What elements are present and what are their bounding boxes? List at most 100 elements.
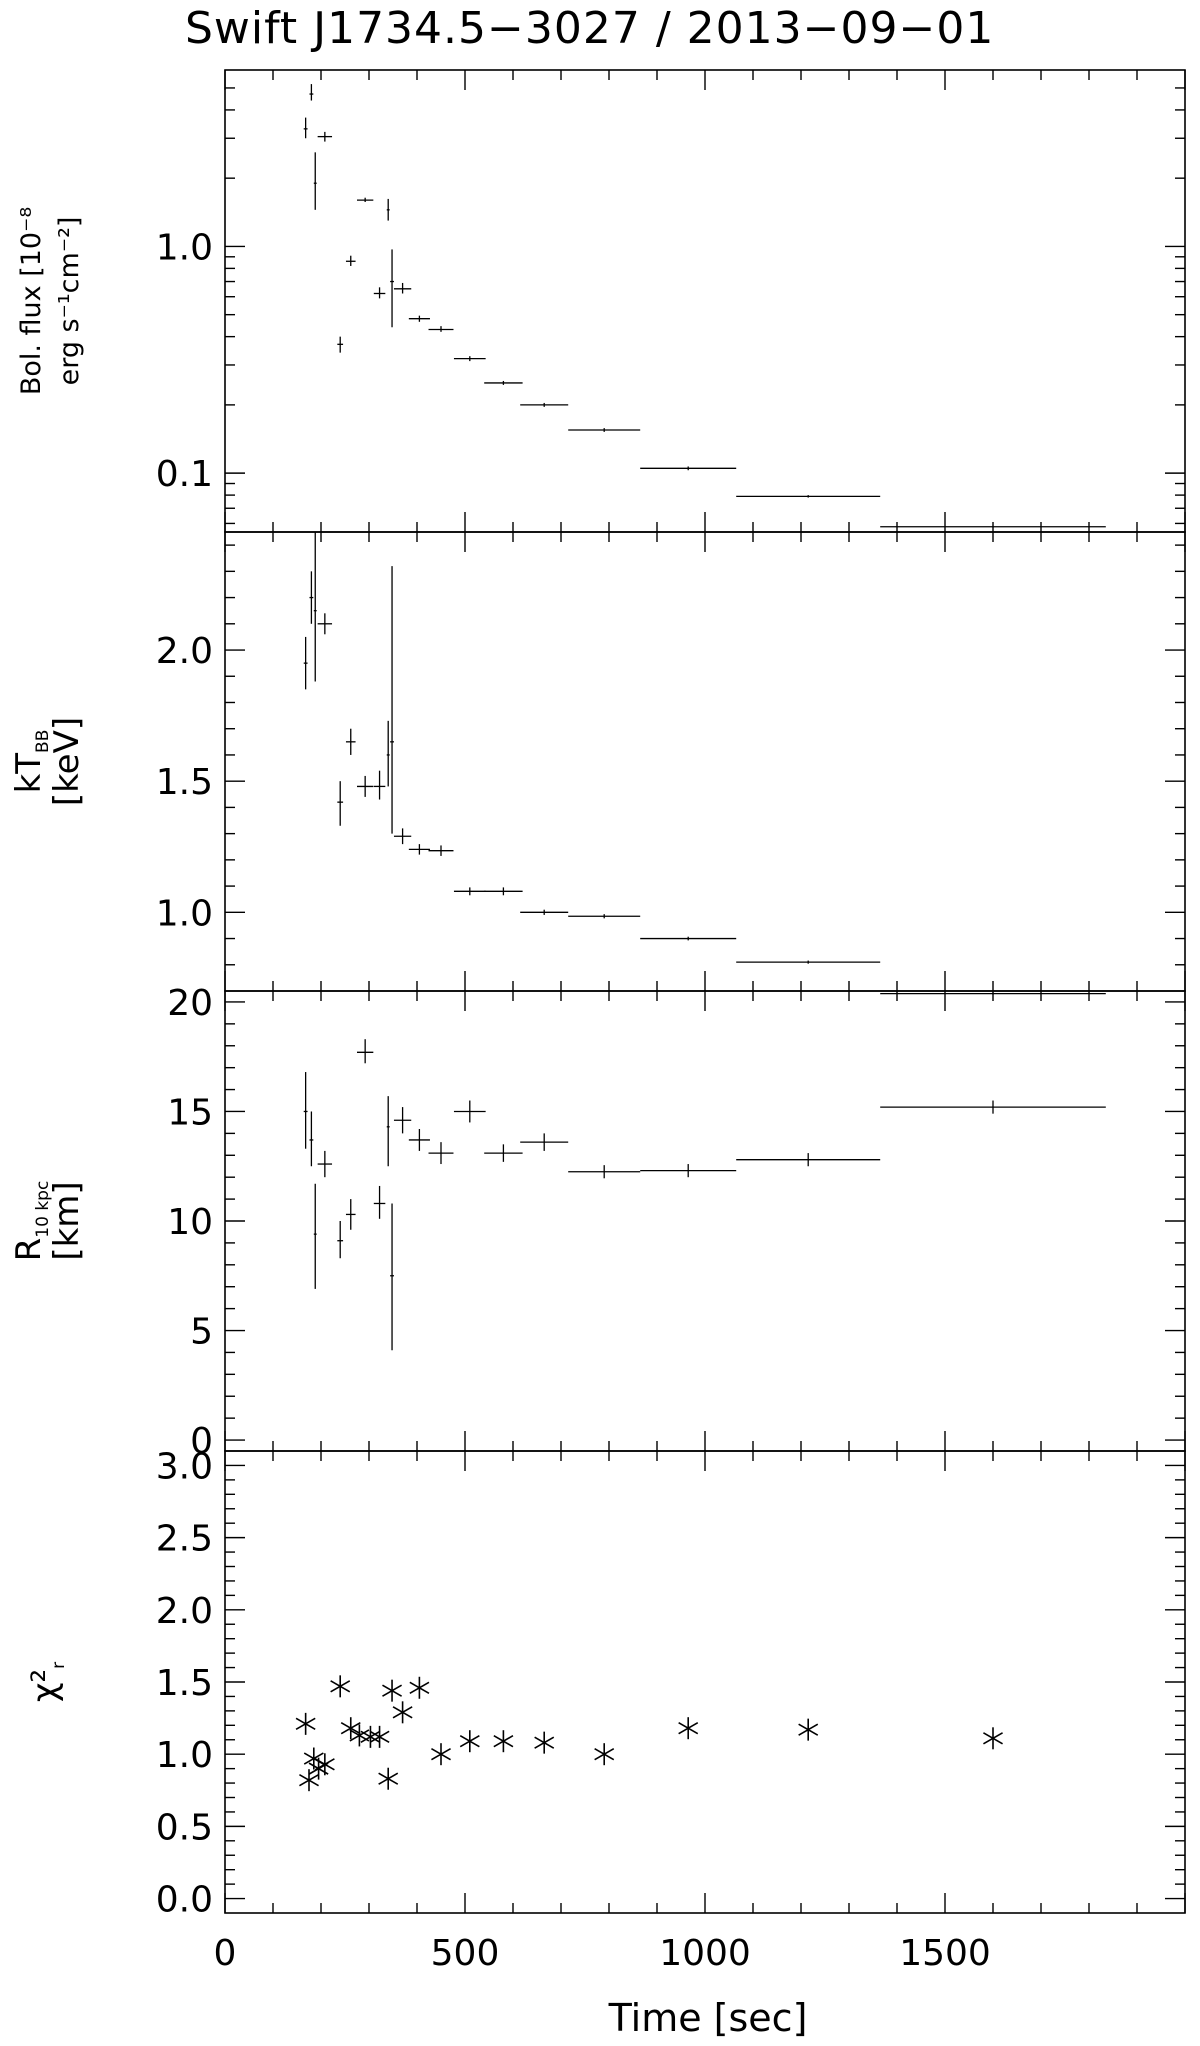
data-point bbox=[313, 532, 317, 682]
data-point-stroke bbox=[378, 1772, 399, 1785]
data-point bbox=[382, 1679, 403, 1702]
data-point-stroke bbox=[369, 1730, 390, 1744]
y-axis-label: χ²r bbox=[25, 1662, 69, 1702]
y-tick-label: 1.5 bbox=[156, 762, 213, 803]
data-point bbox=[408, 315, 430, 322]
data-point bbox=[484, 1144, 523, 1162]
data-point bbox=[428, 326, 454, 332]
y-tick-label: 1.0 bbox=[156, 1735, 213, 1776]
data-point bbox=[337, 781, 344, 826]
y-axis-label-line: Bol. flux [10⁻⁸ bbox=[16, 207, 47, 395]
data-point bbox=[678, 1717, 699, 1740]
data-point-stroke bbox=[431, 1747, 451, 1761]
data-point bbox=[309, 84, 314, 101]
y-axis-label-line: χ²r bbox=[25, 1662, 69, 1702]
data-point-stroke bbox=[392, 1706, 413, 1719]
panel-flux: 0.1 1.0 Bol. flux [10⁻⁸ erg s⁻¹cm⁻²] bbox=[16, 69, 1186, 533]
data-point bbox=[317, 1150, 333, 1178]
data-point bbox=[640, 1164, 737, 1178]
x-tick-label: 1500 bbox=[899, 1933, 991, 1974]
y-tick-label: 1.0 bbox=[156, 227, 213, 268]
data-point bbox=[594, 1743, 615, 1766]
x-tick-label: 1000 bbox=[659, 1933, 751, 1974]
y-tick-label: 5 bbox=[190, 1312, 213, 1353]
data-point bbox=[378, 1767, 399, 1790]
data-point bbox=[373, 770, 386, 800]
data-point bbox=[345, 728, 356, 755]
data-point bbox=[330, 1675, 351, 1698]
data-point bbox=[303, 117, 308, 139]
data-point bbox=[303, 636, 308, 690]
data-point bbox=[493, 1730, 514, 1753]
y-axis-label: R10 kpc[km] bbox=[9, 1181, 87, 1262]
data-point bbox=[453, 1100, 486, 1123]
panel-frame bbox=[224, 69, 1186, 533]
data-point bbox=[568, 428, 641, 432]
data-point bbox=[303, 1072, 308, 1149]
data-point bbox=[369, 1725, 390, 1748]
y-axis-label-line: erg s⁻¹cm⁻²] bbox=[54, 217, 85, 386]
data-point-stroke bbox=[382, 1684, 403, 1697]
data-point bbox=[337, 1221, 344, 1259]
data-point bbox=[520, 1133, 569, 1151]
data-point bbox=[390, 249, 394, 328]
data-point bbox=[484, 380, 523, 385]
data-point bbox=[299, 1769, 319, 1792]
y-tick-label: 2.5 bbox=[156, 1519, 213, 1560]
data-point-stroke bbox=[360, 1730, 381, 1744]
data-point bbox=[880, 525, 1106, 528]
data-point bbox=[534, 1731, 555, 1754]
data-point bbox=[408, 1129, 430, 1151]
y-axis-label: kTBB[keV] bbox=[9, 717, 87, 806]
data-point bbox=[640, 466, 737, 471]
y-tick-label: 2.0 bbox=[156, 1591, 213, 1632]
data-point bbox=[386, 720, 390, 787]
y-tick-label: 20 bbox=[167, 983, 213, 1024]
data-point bbox=[393, 1107, 412, 1134]
plot-area: 0.1 1.0 Bol. flux [10⁻⁸ erg s⁻¹cm⁻²] 1.0 1.5 2… bbox=[9, 69, 1186, 1974]
data-point-stroke bbox=[349, 1729, 370, 1742]
panel-frame bbox=[224, 531, 1186, 992]
data-point bbox=[568, 914, 641, 919]
data-point-stroke bbox=[409, 1681, 430, 1694]
x-axis-label: Time [sec] bbox=[608, 1996, 808, 2040]
y-tick-label: 0 bbox=[190, 1421, 213, 1462]
data-point bbox=[317, 131, 333, 142]
data-point bbox=[640, 936, 737, 941]
panel-R: 0 5 10 15 20 R10 kpc[km] bbox=[9, 983, 1186, 1462]
data-point bbox=[314, 1753, 335, 1776]
panel-frame bbox=[224, 1450, 1186, 1914]
y-tick-label: 15 bbox=[167, 1092, 213, 1133]
y-tick-label: 0.1 bbox=[156, 454, 213, 495]
panel-kT: 1.0 1.5 2.0 kTBB[keV] bbox=[9, 531, 1186, 995]
data-point bbox=[386, 1096, 390, 1167]
data-point bbox=[357, 1039, 374, 1064]
y-tick-label: 3.0 bbox=[156, 1446, 213, 1487]
y-axis-label-line: [km] bbox=[47, 1181, 87, 1260]
data-point bbox=[386, 198, 390, 221]
chart-title: Swift J1734.5−3027 / 2013−09−01 bbox=[185, 3, 994, 54]
data-point bbox=[317, 613, 333, 635]
y-tick-label: 1.5 bbox=[156, 1663, 213, 1704]
data-point bbox=[313, 1183, 317, 1289]
data-point-stroke bbox=[340, 1722, 361, 1735]
data-point-stroke bbox=[330, 1680, 351, 1693]
data-point bbox=[459, 1730, 480, 1753]
data-point bbox=[345, 255, 356, 266]
data-point bbox=[453, 887, 486, 896]
y-tick-label: 10 bbox=[167, 1202, 213, 1243]
y-axis-label: Bol. flux [10⁻⁸ erg s⁻¹cm⁻²] bbox=[16, 207, 85, 395]
data-point bbox=[428, 845, 454, 856]
data-point-stroke bbox=[493, 1735, 514, 1748]
data-point bbox=[360, 1725, 381, 1748]
data-point-stroke bbox=[594, 1747, 615, 1761]
data-point bbox=[736, 1153, 881, 1167]
panel-chi2: 0.0 0.5 1.0 1.5 2.0 2.5 3.0 χ²r bbox=[25, 1446, 1186, 1921]
x-tick-label: 500 bbox=[431, 1933, 500, 1974]
data-point bbox=[520, 402, 569, 407]
y-tick-label: 2.0 bbox=[156, 631, 213, 672]
data-point bbox=[337, 336, 344, 353]
data-point bbox=[373, 287, 386, 299]
data-point bbox=[736, 960, 881, 964]
